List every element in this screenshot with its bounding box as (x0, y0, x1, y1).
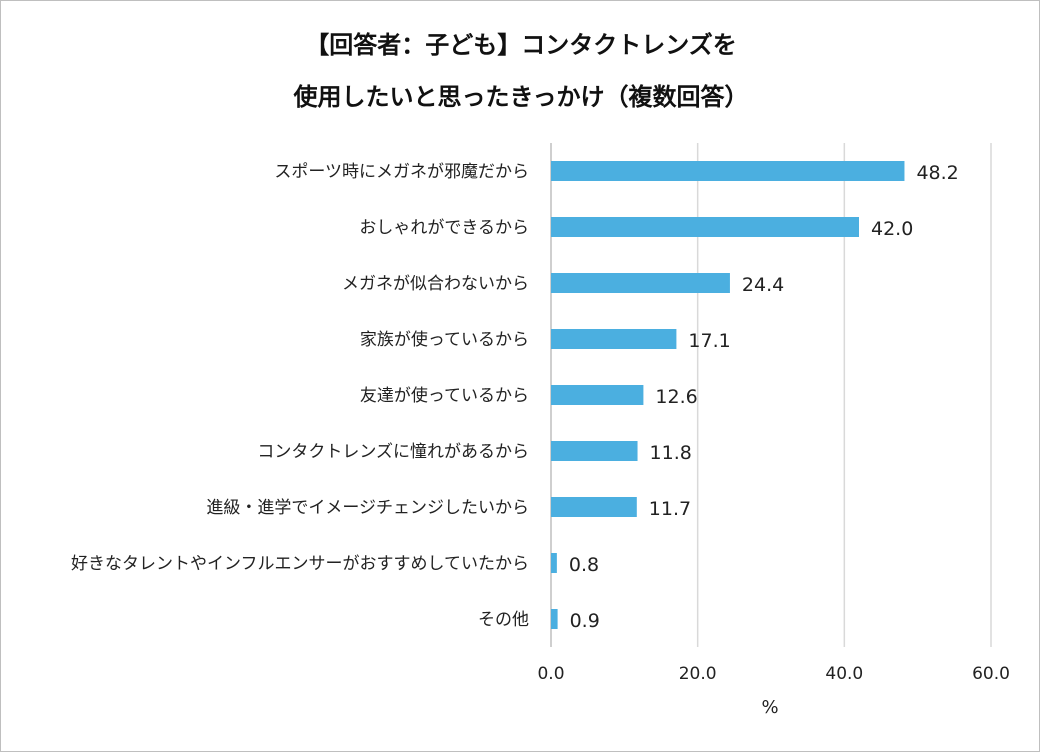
bar (551, 217, 859, 237)
bar (551, 385, 644, 405)
value-label: 0.9 (570, 610, 600, 632)
bar (551, 497, 637, 517)
x-tick-label: 60.0 (972, 664, 1010, 684)
x-tick-label: 0.0 (537, 664, 564, 684)
chart-title-line-1: 【回答者：子ども】コンタクトレンズを (305, 31, 737, 59)
category-label: 好きなタレントやインフルエンサーがおすすめしていたから (71, 554, 529, 574)
value-label: 11.8 (650, 442, 692, 464)
value-labels: 48.2 42.0 24.4 17.1 12.6 11.8 11.7 0.8 0.9 (569, 162, 959, 632)
x-tick-label: 40.0 (825, 664, 863, 684)
chart-title-line-2: 使用したいと思ったきっかけ（複数回答） (293, 83, 749, 111)
category-label: おしゃれができるから (359, 218, 529, 238)
value-label: 11.7 (649, 498, 691, 520)
bar (551, 609, 558, 629)
value-label: 12.6 (655, 386, 697, 408)
category-label: 家族が使っているから (360, 329, 529, 350)
bar (551, 441, 638, 461)
value-label: 48.2 (916, 162, 958, 184)
category-label: 友達が使っているから (360, 385, 529, 406)
bar (551, 553, 557, 573)
category-label: コンタクトレンズに憧れがあるから (257, 442, 529, 462)
value-label: 24.4 (742, 274, 784, 296)
bar (551, 329, 677, 349)
bars (551, 161, 905, 629)
x-tick-label: 20.0 (679, 664, 717, 684)
value-label: 0.8 (569, 554, 599, 576)
x-axis-label: % (761, 697, 778, 718)
category-labels: スポーツ時にメガネが邪魔だからおしゃれができるからメガネが似合わないから家族が使… (71, 162, 529, 630)
x-tick-labels: 0.0 20.0 40.0 60.0 (537, 664, 1009, 684)
category-label: その他 (478, 610, 529, 630)
bar (551, 161, 905, 181)
category-label: スポーツ時にメガネが邪魔だから (274, 162, 529, 182)
value-label: 17.1 (688, 330, 730, 352)
bar (551, 273, 730, 293)
value-label: 42.0 (871, 218, 913, 240)
category-label: メガネが似合わないから (342, 274, 529, 294)
category-label: 進級・進学でイメージチェンジしたいから (206, 498, 529, 518)
